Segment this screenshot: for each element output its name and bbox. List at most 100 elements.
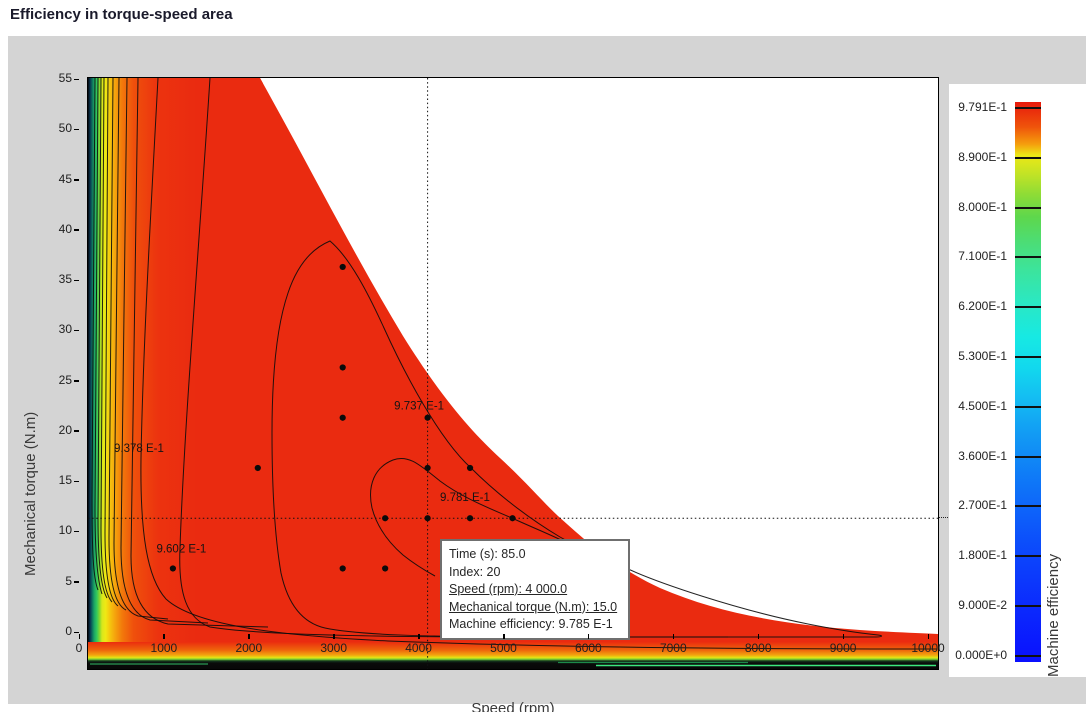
- x-tick-label: 2000: [235, 641, 263, 655]
- y-tick-label: 15: [58, 473, 72, 488]
- y-tick-label: 55: [58, 71, 72, 86]
- contour-label: 9.378 E-1: [114, 443, 164, 455]
- contour-value-labels: 9.378 E-1 9.602 E-1 9.737 E-1 9.781 E-1: [114, 401, 490, 556]
- colorbar-tick-mark: [1015, 107, 1041, 109]
- chart-panel: 9.378 E-1 9.602 E-1 9.737 E-1 9.781 E-1 Spe…: [8, 36, 1089, 712]
- data-point[interactable]: [509, 515, 516, 522]
- x-tick-mark: [672, 634, 675, 639]
- x-tick-mark: [842, 634, 845, 639]
- x-tick-label: 4000: [405, 641, 432, 655]
- y-tick-label: 20: [58, 422, 72, 437]
- efficiency-filled-region: [88, 78, 938, 669]
- contour-label: 9.737 E-1: [394, 401, 444, 413]
- y-tick-mark: [74, 581, 79, 583]
- colorbar-tick-label: 9.791E-1: [958, 100, 1007, 114]
- y-tick-label: 50: [58, 121, 72, 136]
- y-tick-mark: [74, 631, 79, 633]
- x-tick-label: 6000: [575, 641, 602, 655]
- y-tick-mark: [74, 128, 79, 131]
- x-axis-title: Speed (rpm): [471, 700, 555, 712]
- data-point[interactable]: [424, 414, 431, 421]
- y-tick-label: 35: [58, 272, 72, 287]
- colorbar-tick-mark: [1015, 206, 1041, 209]
- x-tick-mark: [503, 634, 505, 639]
- x-tick-mark: [757, 634, 760, 639]
- x-tick-label: 10000: [911, 641, 945, 655]
- data-point[interactable]: [339, 364, 346, 371]
- low-torque-gradient-band: [88, 642, 938, 669]
- data-point-markers: [169, 263, 516, 572]
- crosshair: [88, 78, 938, 669]
- colorbar-tick-mark: [1015, 156, 1041, 159]
- tooltip-line: Mechanical torque (N.m): 15.0: [449, 599, 618, 614]
- colorbar-tick-label: 8.900E-1: [958, 149, 1007, 164]
- colorbar-title: Machine efficiency: [1045, 553, 1062, 677]
- data-point-tooltip: Time (s): 85.0 Index: 20 Speed (rpm): 4 00…: [440, 539, 630, 640]
- y-tick-label: 45: [58, 171, 72, 186]
- y-tick-label: 30: [58, 322, 72, 337]
- x-tick-mark: [418, 634, 420, 639]
- colorbar-tick-mark: [1015, 505, 1041, 508]
- data-point[interactable]: [424, 515, 431, 522]
- colorbar-tick-mark: [1015, 555, 1041, 558]
- data-point[interactable]: [424, 464, 431, 472]
- colorbar-tick-mark: [1015, 306, 1041, 309]
- colorbar-tick-label: 0.000E+0: [955, 647, 1007, 662]
- data-point[interactable]: [466, 515, 474, 522]
- data-point[interactable]: [339, 263, 346, 271]
- low-speed-gradient-band: [88, 78, 263, 669]
- y-tick-mark: [74, 480, 79, 483]
- colorbar-tick-label: 5.300E-1: [958, 349, 1007, 363]
- y-tick-label: 25: [58, 372, 72, 387]
- y-tick-mark: [74, 329, 79, 332]
- colorbar-tick-label: 4.500E-1: [958, 398, 1007, 413]
- colorbar-gradient: [1015, 102, 1041, 662]
- x-tick-label: 9000: [829, 641, 857, 655]
- crosshair-right-extension: [939, 517, 948, 518]
- y-tick-mark: [74, 530, 79, 533]
- y-tick-mark: [74, 179, 79, 181]
- colorbar-tick-mark: [1015, 405, 1041, 408]
- data-point[interactable]: [339, 414, 346, 421]
- page-title: Efficiency in torque-speed area: [10, 6, 233, 23]
- colorbar-tick-mark: [1015, 654, 1041, 657]
- colorbar-tick-mark: [1015, 356, 1041, 358]
- data-point[interactable]: [339, 565, 346, 572]
- tooltip-line: Index: 20: [449, 564, 501, 579]
- colorbar-panel: Machine efficiency 9.791E-1 8.900E-1 8.000…: [949, 84, 1089, 677]
- tooltip-line: Time (s): 85.0: [449, 547, 526, 561]
- colorbar-tick-mark: [1015, 256, 1041, 259]
- data-point[interactable]: [382, 565, 389, 572]
- colorbar-tick-label: 9.000E-2: [958, 598, 1007, 612]
- colorbar-tick-label: 6.200E-1: [958, 299, 1007, 314]
- x-tick-label: 1000: [150, 641, 178, 655]
- y-tick-label: 0: [65, 624, 72, 638]
- x-tick-label: 7000: [659, 641, 687, 655]
- x-tick-mark: [927, 634, 929, 639]
- tooltip-line: Speed (rpm): 4 000.0: [449, 582, 568, 596]
- y-tick-mark: [74, 229, 79, 231]
- x-tick-label: 0: [75, 641, 83, 655]
- data-point[interactable]: [169, 565, 176, 572]
- y-tick-label: 40: [58, 221, 72, 236]
- data-point[interactable]: [466, 464, 474, 472]
- colorbar-tick-label: 2.700E-1: [958, 498, 1007, 513]
- colorbar-tick-label: 8.000E-1: [958, 199, 1007, 214]
- y-tick-label: 5: [65, 573, 72, 588]
- data-point[interactable]: [254, 464, 261, 472]
- contour-label: 9.781 E-1: [440, 492, 490, 504]
- x-tick-mark: [248, 634, 250, 639]
- tooltip-line: Machine efficiency: 9.785 E-1: [449, 617, 613, 631]
- contour-label: 9.602 E-1: [156, 543, 206, 555]
- x-tick-label: 3000: [320, 641, 348, 655]
- y-tick-label: 10: [58, 523, 72, 538]
- data-point[interactable]: [382, 515, 389, 522]
- y-tick-mark: [74, 380, 79, 382]
- colorbar-tick-label: 1.800E-1: [958, 548, 1007, 563]
- x-tick-label: 5000: [490, 641, 517, 655]
- colorbar-tick-label: 7.100E-1: [958, 249, 1007, 264]
- colorbar-tick-mark: [1015, 605, 1041, 607]
- x-tick-mark: [163, 634, 165, 639]
- y-tick-mark: [74, 279, 79, 282]
